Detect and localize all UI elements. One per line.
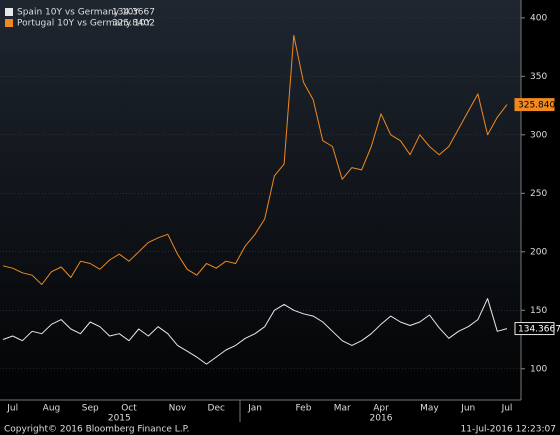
x-tick-label: Jul bbox=[6, 404, 18, 414]
series-line bbox=[2, 34, 508, 285]
x-tick-label: Sep bbox=[82, 404, 99, 414]
last-value-label: 325.8402 bbox=[518, 101, 560, 111]
x-tick-label: Jan bbox=[247, 404, 262, 414]
x-tick-label: Jun bbox=[460, 404, 475, 414]
x-tick-label: Nov bbox=[169, 404, 187, 414]
legend-swatch bbox=[5, 8, 13, 16]
x-tick-label: Feb bbox=[295, 404, 311, 414]
x-tick-label: Apr bbox=[373, 404, 389, 414]
y-tick-label: 150 bbox=[530, 306, 547, 316]
year-label: 2016 bbox=[370, 414, 393, 424]
y-tick-label: 300 bbox=[530, 130, 547, 140]
legend-value: 134.3667 bbox=[112, 8, 155, 18]
y-tick-label: 100 bbox=[530, 364, 547, 374]
x-tick-label: Jul bbox=[501, 404, 513, 414]
last-value-label: 134.3667 bbox=[518, 325, 560, 335]
y-tick-label: 200 bbox=[530, 247, 547, 257]
x-tick-label: Oct bbox=[121, 404, 137, 414]
legend-label: Portugal 10Y vs Germany 10Y bbox=[17, 19, 152, 29]
y-tick-label: 350 bbox=[530, 72, 547, 82]
legend-value: 325.8402 bbox=[112, 19, 155, 29]
year-label: 2015 bbox=[108, 414, 131, 424]
x-tick-label: May bbox=[420, 404, 439, 414]
plot-area bbox=[0, 0, 521, 400]
y-tick-label: 250 bbox=[530, 189, 547, 199]
y-tick-label: 400 bbox=[530, 13, 547, 23]
legend-label: Spain 10Y vs Germany 10Y bbox=[17, 8, 139, 18]
last-value-tag bbox=[514, 322, 555, 336]
x-tick-label: Aug bbox=[43, 404, 61, 414]
footer-right: 11-Jul-2016 12:23:07 bbox=[461, 425, 557, 435]
legend-swatch bbox=[5, 19, 13, 27]
footer-left: Copyright© 2016 Bloomberg Finance L.P. bbox=[4, 425, 189, 435]
x-tick-label: Dec bbox=[208, 404, 225, 414]
series-line bbox=[2, 298, 508, 365]
x-tick-label: Mar bbox=[334, 404, 351, 414]
last-value-tag bbox=[514, 98, 555, 112]
